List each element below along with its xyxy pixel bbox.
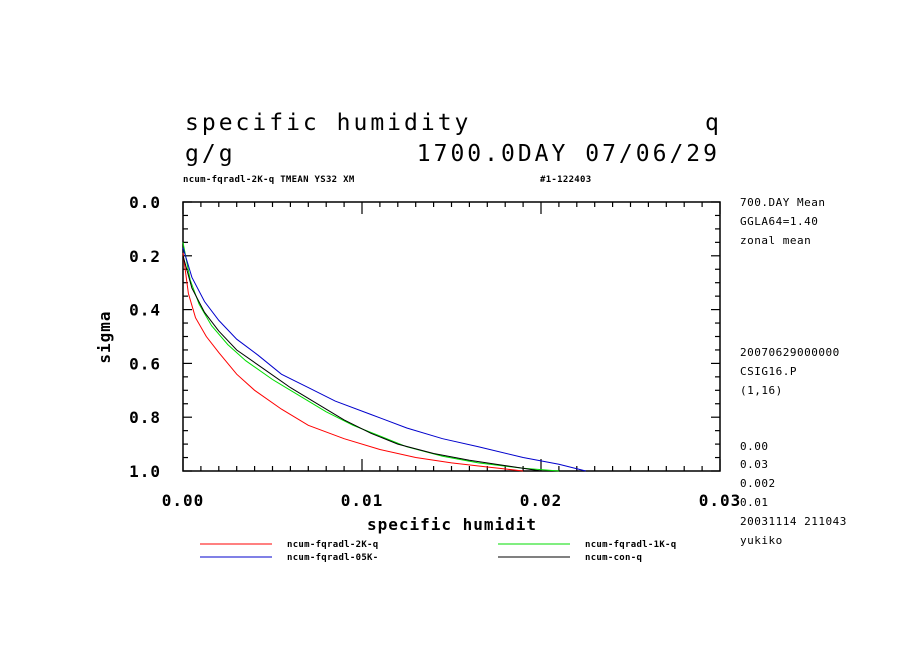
side-info-line-11: 20031114 211043	[740, 515, 847, 528]
y-tick-label: 0.4	[129, 301, 161, 320]
series-line-2	[182, 242, 559, 472]
side-info-line-4: 20070629000000	[740, 346, 840, 359]
plot-area: 0.0 0.2 0.4 0.6 0.8 1.00.00 0.01 0.02 0.03	[129, 193, 742, 510]
series-line-4	[182, 255, 542, 472]
plot-frame	[182, 201, 721, 472]
y-tick-label: 0.6	[129, 354, 161, 373]
side-info-line-9: 0.002	[740, 477, 776, 490]
legend-label-4: ncum-con-q	[585, 553, 642, 563]
legend: ncum-fqradl-2K-q ncum-fqradl-1K-q ncum-fqr…	[200, 540, 677, 563]
x-tick-label: 0.02	[520, 491, 563, 510]
x-tick-label: 0.01	[341, 491, 384, 510]
side-info-line-5: CSIG16.P	[740, 365, 797, 378]
y-tick-label: 0.0	[129, 193, 161, 212]
series-line-1	[182, 253, 524, 472]
x-axis-label: specific humidit	[367, 515, 537, 534]
side-info-line-8: 0.03	[740, 458, 769, 471]
y-axis-label: sigma	[95, 310, 114, 363]
time-label: 1700.0DAY 07/06/29	[417, 141, 720, 167]
units-label: g/g	[185, 141, 236, 167]
series-line-3	[182, 247, 586, 472]
side-info-line-2: GGLA64=1.40	[740, 215, 818, 228]
side-info-line-6: (1,16)	[740, 384, 783, 397]
side-info-line-3: zonal mean	[740, 234, 811, 247]
side-info-line-10: 0.01	[740, 496, 769, 509]
subtitle: ncum-fqradl-2K-q TMEAN YS32 XM	[183, 175, 355, 185]
chart-title: specific humidity	[185, 110, 471, 136]
legend-label-3: ncum-fqradl-05K-	[287, 553, 379, 563]
side-info-line-12: yukiko	[740, 534, 783, 547]
y-tick-label: 1.0	[129, 462, 161, 481]
side-info-line-1: 700.DAY Mean	[740, 196, 825, 209]
legend-label-1: ncum-fqradl-2K-q	[287, 540, 379, 550]
legend-label-2: ncum-fqradl-1K-q	[585, 540, 677, 550]
run-id: #1-122403	[540, 175, 591, 185]
y-tick-label: 0.2	[129, 247, 161, 266]
side-info-line-7: 0.00	[740, 440, 769, 453]
y-tick-label: 0.8	[129, 408, 161, 427]
variable-name: q	[705, 110, 722, 136]
x-tick-label: 0.00	[162, 491, 205, 510]
x-tick-label: 0.03	[699, 491, 742, 510]
